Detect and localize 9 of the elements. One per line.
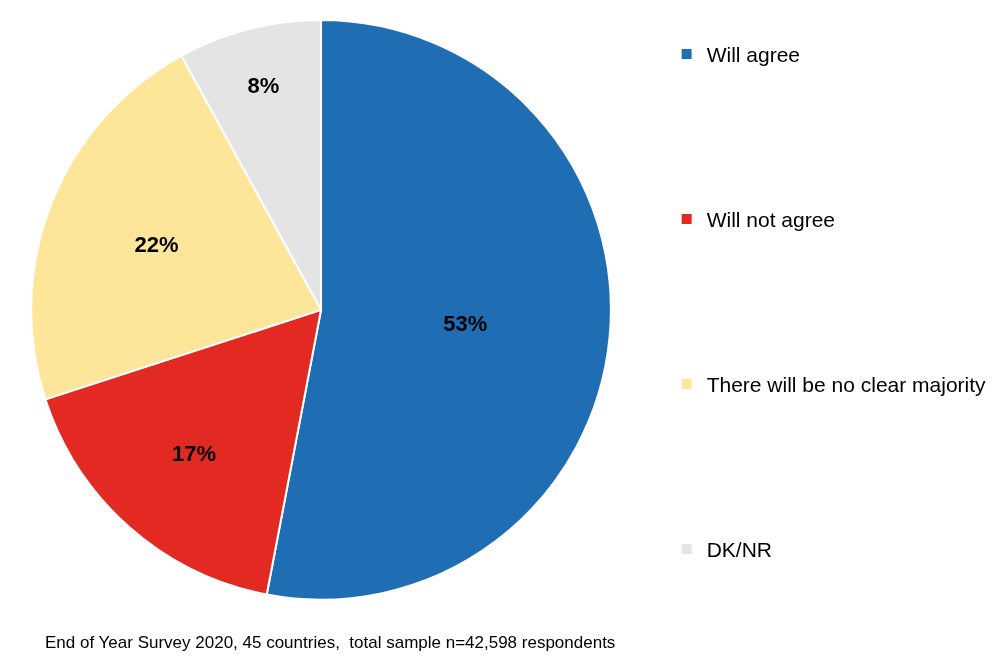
data-label: 8% bbox=[247, 72, 280, 98]
legend-label: Will agree bbox=[706, 43, 801, 67]
data-label: 17% bbox=[172, 441, 217, 467]
legend-label: DK/NR bbox=[706, 538, 772, 562]
data-label: 53% bbox=[443, 310, 488, 336]
legend-label: Will not agree bbox=[706, 208, 836, 232]
text: End of Year Survey 2020, 45 countries, total sample n=42,598 respondents bbox=[45, 633, 616, 652]
legend-label: There will be no clear majority bbox=[706, 373, 987, 397]
data-label: 22% bbox=[134, 232, 179, 258]
